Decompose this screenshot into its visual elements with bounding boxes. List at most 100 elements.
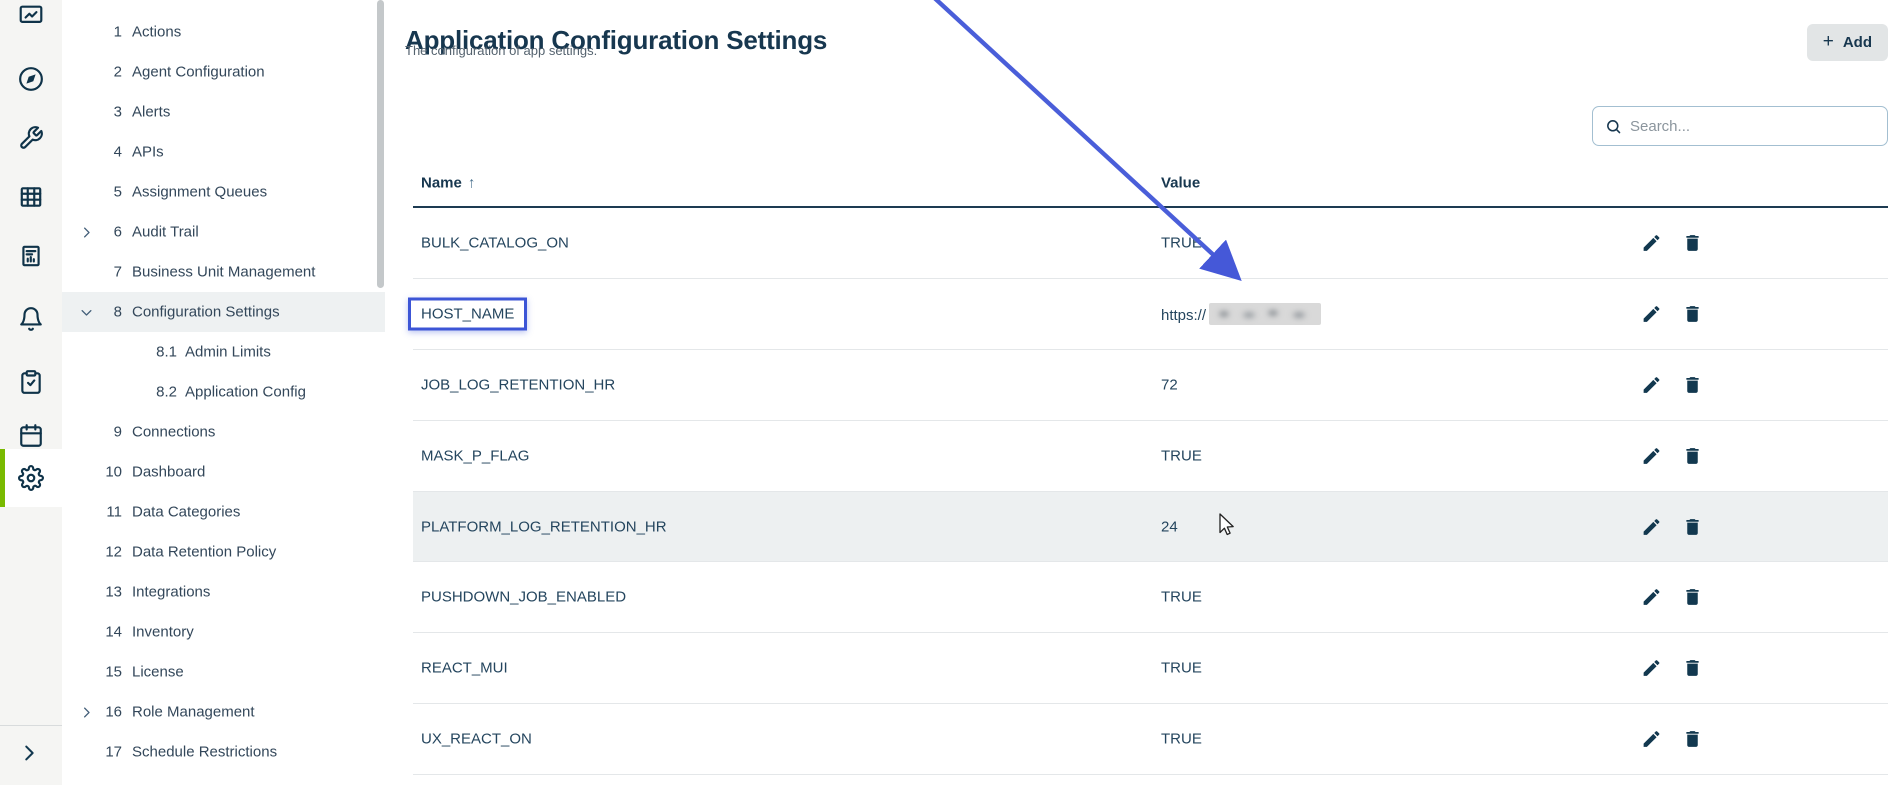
setting-name: MASK_P_FLAG [421,447,530,465]
row-actions [1641,729,1703,750]
add-button[interactable]: + Add [1806,24,1888,61]
row-actions [1641,587,1703,608]
wrench-icon[interactable] [0,109,62,167]
sidebar-item-number: 8.2 [156,383,177,401]
trash-icon[interactable] [1682,445,1703,466]
edit-pencil-icon[interactable] [1641,303,1662,324]
table-row[interactable]: UX_REACT_ON TRUE [413,704,1888,776]
table-row[interactable]: PUSHDOWN_JOB_ENABLED TRUE [413,562,1888,634]
annotation-highlight-box: HOST_NAME [408,297,528,331]
setting-value: TRUE [1161,447,1202,465]
row-actions [1641,445,1703,466]
setting-name-cell: UX_REACT_ON [421,731,532,748]
trash-icon[interactable] [1682,587,1703,608]
chevron-down-icon[interactable] [78,304,94,320]
setting-value-cell: TRUE [1161,234,1202,251]
setting-value: TRUE [1161,234,1202,252]
sidebar-item-label: Data Retention Policy [132,543,277,561]
setting-name-cell: PUSHDOWN_JOB_ENABLED [421,589,626,606]
setting-name-cell: JOB_LOG_RETENTION_HR [421,376,615,393]
sidebar-item-label: Business Unit Management [132,263,316,281]
table-row[interactable]: PLATFORM_LOG_RETENTION_HR 24 [413,491,1888,563]
compass-icon[interactable] [0,50,62,108]
table-header: Name ↑ Value [413,160,1888,208]
sidebar-item-number: 17 [105,743,122,761]
sidebar-item-schedule-restrictions[interactable]: 17 Schedule Restrictions [62,732,385,772]
setting-value: 24 [1161,518,1178,535]
trash-icon[interactable] [1682,232,1703,253]
edit-pencil-icon[interactable] [1641,516,1662,537]
sidebar-item-assignment-queues[interactable]: 5 Assignment Queues [62,172,385,212]
setting-value-cell: https:// [1161,302,1322,325]
bell-icon[interactable] [0,290,62,348]
search-icon [1605,118,1622,135]
sidebar-item-number: 16 [105,703,122,721]
trash-icon[interactable] [1682,516,1703,537]
sidebar-item-role-management[interactable]: 16 Role Management [62,692,385,732]
setting-name-cell: REACT_MUI [421,660,508,677]
sidebar-item-number: 12 [105,543,122,561]
sidebar-item-actions[interactable]: 1 Actions [62,12,385,52]
sidebar-item-audit-trail[interactable]: 6 Audit Trail [62,212,385,252]
sidebar-item-label: Agent Configuration [132,63,265,81]
search-input[interactable]: Search... [1592,106,1888,146]
sidebar-item-license[interactable]: 15 License [62,652,385,692]
trash-icon[interactable] [1682,729,1703,750]
report-document-icon[interactable] [0,227,62,285]
chevron-right-icon[interactable] [78,704,94,720]
sidebar-item-agent-configuration[interactable]: 2 Agent Configuration [62,52,385,92]
sidebar-item-data-categories[interactable]: 11 Data Categories [62,492,385,532]
presentation-chart-icon[interactable] [0,0,62,46]
sidebar-item-label: Data Categories [132,503,241,521]
sidebar-item-number: 8.1 [156,343,177,361]
sidebar-item-application-config[interactable]: 8.2 Application Config [62,372,385,412]
setting-value: TRUE [1161,730,1202,748]
trash-icon[interactable] [1682,374,1703,395]
sidebar-expand-button[interactable] [18,742,40,769]
table-row[interactable]: BULK_CATALOG_ON TRUE [413,208,1888,279]
table-row[interactable]: HOST_NAME https:// [408,279,1888,350]
chevron-right-icon[interactable] [78,224,94,240]
sidebar-item-number: 3 [113,103,122,121]
sidebar-item-number: 14 [105,623,122,641]
table-row[interactable]: REACT_MUI TRUE [413,633,1888,705]
edit-pencil-icon[interactable] [1641,729,1662,750]
calendar-icon[interactable] [0,407,62,465]
table-grid-icon[interactable] [0,168,62,226]
edit-pencil-icon[interactable] [1641,658,1662,679]
column-header-value[interactable]: Value [1161,174,1201,192]
setting-name: UX_REACT_ON [421,730,532,748]
setting-name-cell: HOST_NAME [408,297,528,331]
sidebar-item-configuration-settings[interactable]: 8 Configuration Settings [62,292,385,332]
edit-pencil-icon[interactable] [1641,587,1662,608]
menu-scrollbar[interactable] [377,0,384,288]
gear-icon[interactable] [0,449,62,507]
sidebar-item-integrations[interactable]: 13 Integrations [62,572,385,612]
table-row[interactable]: JOB_LOG_RETENTION_HR 72 [413,350,1888,421]
trash-icon[interactable] [1682,658,1703,679]
sidebar-item-inventory[interactable]: 14 Inventory [62,612,385,652]
sidebar-item-alerts[interactable]: 3 Alerts [62,92,385,132]
setting-name: PUSHDOWN_JOB_ENABLED [421,588,627,606]
table-row[interactable]: MASK_P_FLAG TRUE [413,421,1888,492]
sidebar-item-number: 7 [113,263,122,281]
edit-pencil-icon[interactable] [1641,445,1662,466]
edit-pencil-icon[interactable] [1641,232,1662,253]
sidebar-item-dashboard[interactable]: 10 Dashboard [62,452,385,492]
setting-name: REACT_MUI [421,659,508,677]
column-header-name[interactable]: Name ↑ [421,174,476,192]
sidebar-item-apis[interactable]: 4 APIs [62,132,385,172]
sidebar-item-business-unit-management[interactable]: 7 Business Unit Management [62,252,385,292]
setting-name: BULK_CATALOG_ON [421,234,569,252]
sidebar-item-admin-limits[interactable]: 8.1 Admin Limits [62,332,385,372]
rail-divider [0,725,62,726]
edit-pencil-icon[interactable] [1641,374,1662,395]
sidebar-item-number: 6 [113,223,122,241]
sidebar-item-number: 9 [113,423,122,441]
setting-name: JOB_LOG_RETENTION_HR [421,376,616,394]
clipboard-check-icon[interactable] [0,353,62,411]
sidebar-item-connections[interactable]: 9 Connections [62,412,385,452]
sidebar-item-data-retention-policy[interactable]: 12 Data Retention Policy [62,532,385,572]
sidebar-item-label: Role Management [132,703,255,721]
trash-icon[interactable] [1682,303,1703,324]
